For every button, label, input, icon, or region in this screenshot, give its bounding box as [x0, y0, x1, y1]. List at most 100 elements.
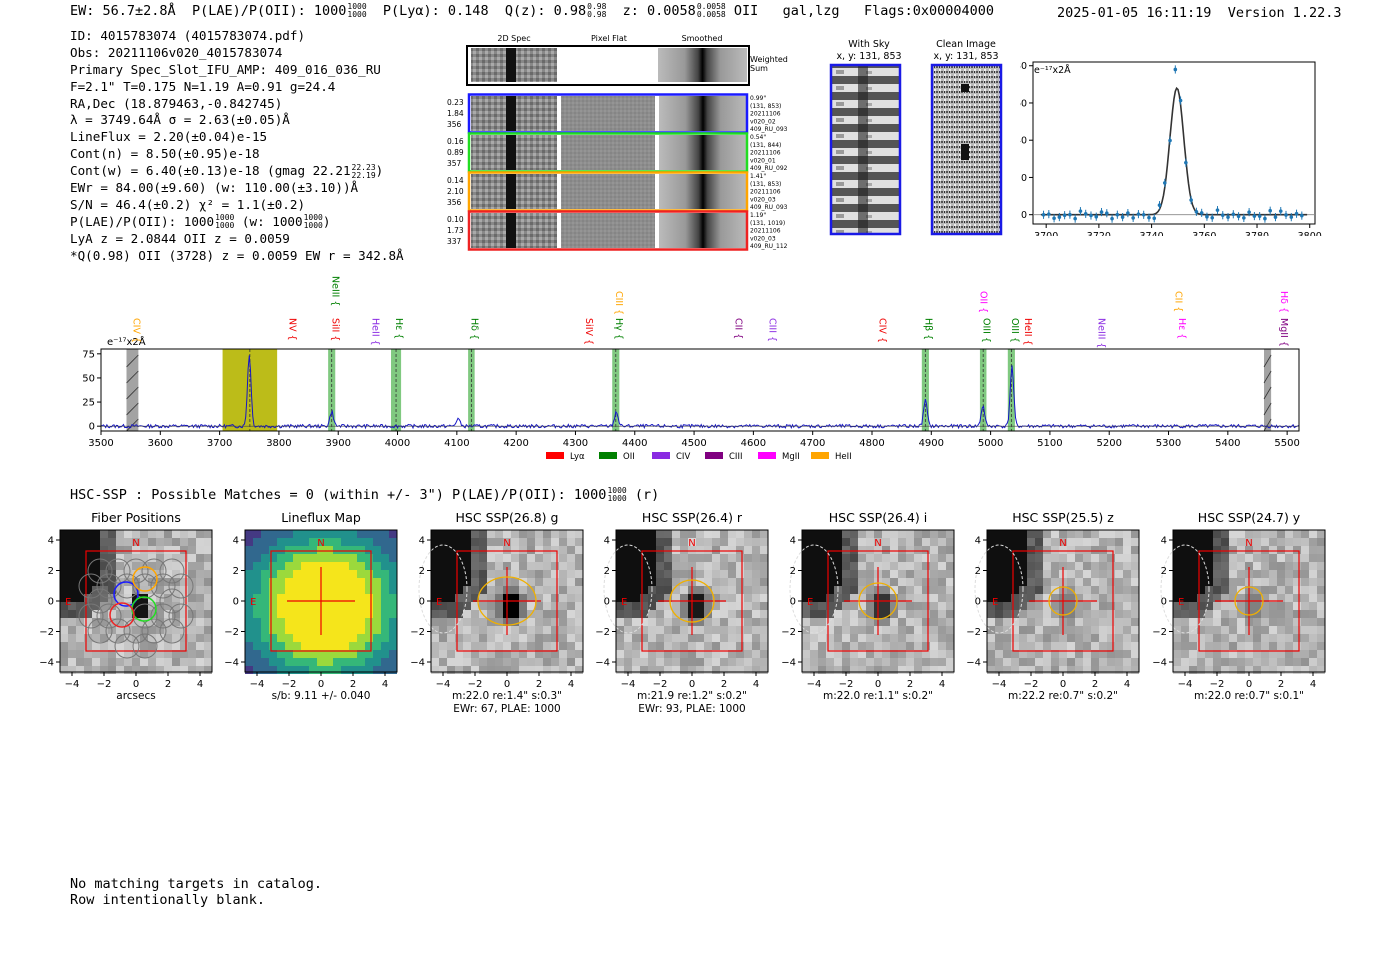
hsc-xtick-label: 4 — [382, 679, 388, 690]
cutout-row-stat: 1.84 — [447, 109, 464, 118]
zoom-data-point — [1041, 210, 1046, 219]
spectrum-mask-hatch — [1263, 386, 1272, 400]
spectrum-line-label: NeIII { — [1096, 318, 1107, 348]
fiber-circle — [105, 618, 131, 644]
hsc-ytick-label: −2 — [1152, 627, 1167, 638]
cutout-row-meta: (131, 853) — [750, 181, 781, 188]
spectrum-xtick-label: 4900 — [919, 438, 944, 449]
zoom-ytick-label: 60 — [1020, 98, 1027, 109]
hsc-xtick-label: 0 — [689, 679, 695, 690]
legend-item: CIV — [652, 452, 690, 462]
hsc-source-ellipse — [858, 582, 898, 620]
zoom-data-point — [1220, 211, 1225, 220]
zoom-data-point — [1152, 214, 1157, 223]
spectrum-line-label: HeII { — [370, 318, 381, 346]
fiber-circle — [78, 603, 104, 629]
hsc-neighbor-ellipse — [974, 544, 1024, 634]
fiber-circle — [96, 603, 122, 629]
zoom-ytick-label: 20 — [1020, 173, 1027, 184]
fiber-circle — [87, 558, 113, 584]
cutout-row-stat: 1.73 — [447, 226, 464, 235]
hsc-neighbor-ellipse — [603, 544, 653, 634]
hsc-north-label: N — [1245, 538, 1252, 549]
cutout-row-stat: 0.89 — [447, 148, 464, 157]
zoom-data-point — [1131, 213, 1135, 222]
hsc-caption-1: arcsecs — [116, 690, 155, 702]
spectrum-xtick-label: 3900 — [326, 438, 351, 449]
hsc-panel-title: HSC SSP(26.4) i — [829, 510, 927, 525]
spectrum-mask-hatch — [1263, 402, 1272, 416]
fiber-circle — [87, 618, 113, 644]
cutout-row-meta: (131, 1019) — [750, 220, 785, 227]
hsc-ytick-label: 4 — [975, 536, 981, 547]
spectrum-line-label: CIV { — [131, 318, 142, 343]
hsc-caption-1: m:21.9 re:1.2" s:0.2" — [637, 690, 747, 702]
zoom-xtick-label: 3720 — [1087, 231, 1111, 236]
hsc-ytick-label: −4 — [595, 658, 610, 669]
spectrum-line-label: Hδ { — [469, 318, 480, 340]
spectrum-xtick-label: 4300 — [563, 438, 588, 449]
hsc-xtick-label: 2 — [907, 679, 913, 690]
legend-item: OII — [599, 452, 635, 462]
zoom-data-point — [1189, 195, 1193, 205]
spectrum-line-label: OIII { — [1009, 318, 1020, 343]
cutout-row-stat: 356 — [447, 198, 462, 207]
fiber-circle-red — [109, 602, 135, 628]
hsc-aperture-box — [1012, 550, 1114, 652]
hsc-xtick-label: 2 — [1092, 679, 1098, 690]
spectrum-line-label: HeII { — [1022, 318, 1033, 346]
hsc-ytick-label: 4 — [1161, 536, 1167, 547]
tags: gal,lzg — [782, 3, 840, 19]
spectrum-mask-hatch — [1263, 370, 1272, 384]
spectrum-ylabel: e⁻¹⁷x2Å — [107, 335, 146, 348]
zoom-data-point — [1094, 212, 1099, 221]
hsc-caption-2: EWr: 67, PLAE: 1000 — [453, 703, 560, 715]
cutout-row-meta: (131, 853) — [750, 103, 781, 110]
zoom-xtick-label: 3700 — [1034, 231, 1058, 236]
hsc-xtick-label: 2 — [536, 679, 542, 690]
hsc-xtick-label: 4 — [939, 679, 945, 690]
spectrum-xtick-label: 5100 — [1037, 438, 1062, 449]
legend-item: MgII — [758, 452, 800, 462]
hsc-xtick-label: 2 — [1278, 679, 1284, 690]
hsc-ytick-label: −4 — [40, 658, 54, 669]
spectrum-line-label: Hδ { — [1278, 291, 1289, 313]
spectrum-mask-hatch — [1263, 354, 1272, 368]
z-range: 0.0058 0.0058 — [696, 2, 726, 19]
hsc-source-ellipse — [1048, 586, 1078, 616]
cutout-row-stat: 2.10 — [447, 187, 464, 196]
hsc-aperture-box — [827, 550, 929, 652]
hsc-north-label: N — [688, 538, 695, 549]
cutout-row-meta: 409_RU_112 — [750, 243, 788, 250]
col-title-pixelflat: Pixel Flat — [591, 34, 627, 43]
cutout-row-meta: 409_RU_092 — [750, 165, 788, 172]
fiber-circle — [114, 573, 140, 599]
hsc-ytick-label: −2 — [595, 627, 610, 638]
hsc-caption-1: m:22.0 re:1.4" s:0.3" — [452, 690, 562, 702]
hsc-panel: Lineflux Map N E −4 −2 0 2 4 4 2 0 −2 −4 s/b: 9.11 +/… — [224, 510, 398, 702]
fiber-circle-blue — [113, 581, 139, 607]
spectrum-xtick-label: 4100 — [444, 438, 469, 449]
fiber-circle — [132, 573, 158, 599]
hsc-xtick-label: −4 — [65, 679, 80, 690]
zoom-data-point — [1184, 158, 1188, 167]
fiber-circle — [150, 603, 176, 629]
plya-value: P(Lyα): 0.148 — [382, 3, 489, 19]
cutout-row-meta: v020_03 — [750, 235, 776, 242]
zoom-data-point — [1110, 214, 1114, 223]
plae-range: 1000 1000 — [347, 2, 367, 19]
hsc-xtick-label: −2 — [468, 679, 483, 690]
hsc-panel: Fiber Positions N E −4 −2 0 2 4 4 2 0 −2 −4 arcsecs — [40, 510, 213, 702]
zoom-xtick-label: 3740 — [1140, 231, 1164, 236]
hsc-panel-title: HSC SSP(26.4) r — [642, 510, 743, 525]
plae-value: P(LAE)/P(OII): 1000 — [191, 3, 347, 19]
hsc-ytick-label: −2 — [224, 627, 239, 638]
weighted-sum-label-1: Weighted — [750, 55, 788, 64]
zoom-data-point — [1236, 212, 1241, 221]
spectrum-ytick-label: 75 — [82, 349, 95, 360]
zoom-data-point — [1210, 213, 1215, 222]
hsc-east-label: E — [65, 597, 71, 608]
spectrum-xtick-label: 4800 — [859, 438, 884, 449]
zoom-data-point — [1062, 211, 1067, 220]
